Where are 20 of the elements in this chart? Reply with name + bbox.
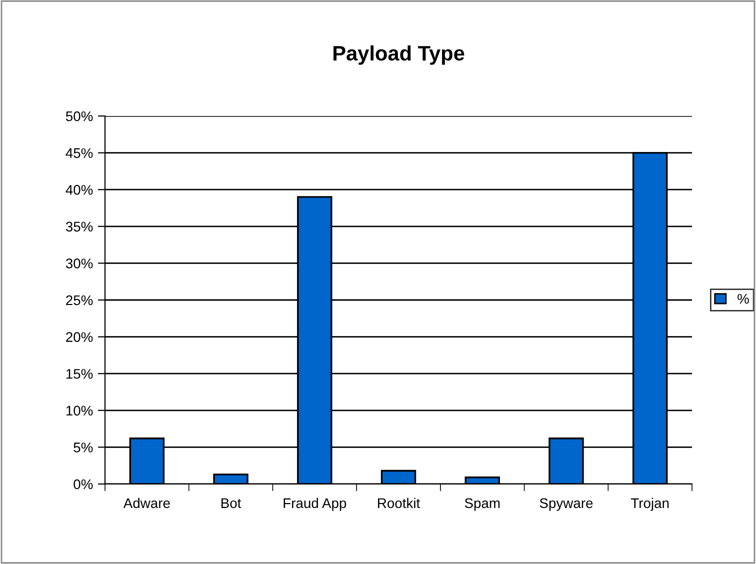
chart-title: Payload Type [334, 45, 464, 65]
y-tick-label: 35% [66, 222, 93, 232]
y-tick-label: 20% [66, 332, 93, 342]
x-tick-label: Spyware [540, 498, 593, 511]
y-tick-label: 10% [66, 406, 93, 416]
x-tick-label: Adware [123, 498, 170, 508]
legend-label: % [738, 294, 749, 304]
x-tick-label: Fraud App [284, 498, 346, 511]
x-tick-label: Rootkit [378, 498, 420, 508]
y-tick-label: 5% [74, 442, 93, 452]
x-tick-label: Bot [222, 498, 242, 508]
y-tick-label: 45% [66, 148, 93, 158]
x-tick-label: Trojan [630, 498, 669, 511]
y-tick-label: 50% [66, 111, 93, 122]
y-tick-label: 15% [66, 368, 93, 379]
x-tick-label: Spam [464, 498, 500, 511]
y-tick-label: 30% [66, 258, 93, 268]
y-tick-label: 0% [74, 479, 93, 490]
y-tick-label: 40% [66, 184, 93, 195]
y-tick-label: 25% [66, 295, 93, 306]
